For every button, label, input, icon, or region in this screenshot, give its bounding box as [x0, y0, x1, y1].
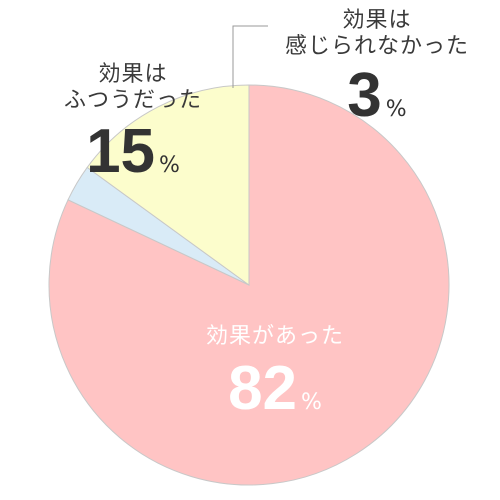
leader-line-not-effective	[232, 25, 268, 88]
label-normal: 効果は ふつうだった 15%	[58, 62, 208, 183]
label-effective: 効果があった 82%	[180, 324, 370, 420]
label-effective-value: 82%	[180, 358, 370, 420]
label-not-effective-unit: %	[385, 96, 407, 122]
pie-slices	[48, 84, 450, 486]
label-not-effective-line2: 感じられなかった	[284, 34, 469, 60]
label-normal-line1: 効果は	[98, 62, 168, 87]
label-normal-value: 15%	[58, 120, 208, 183]
label-not-effective-line1: 効果は	[342, 8, 412, 33]
label-not-effective: 効果は 感じられなかった 3%	[262, 8, 492, 127]
label-effective-unit: %	[301, 390, 322, 416]
label-effective-number: 82	[228, 354, 298, 424]
label-normal-unit: %	[159, 152, 180, 178]
label-not-effective-number: 3	[347, 60, 382, 130]
label-normal-number: 15	[86, 116, 156, 186]
label-normal-line2: ふつうだった	[63, 88, 202, 114]
label-effective-name: 効果があった	[205, 324, 344, 349]
label-not-effective-value: 3%	[262, 64, 492, 127]
